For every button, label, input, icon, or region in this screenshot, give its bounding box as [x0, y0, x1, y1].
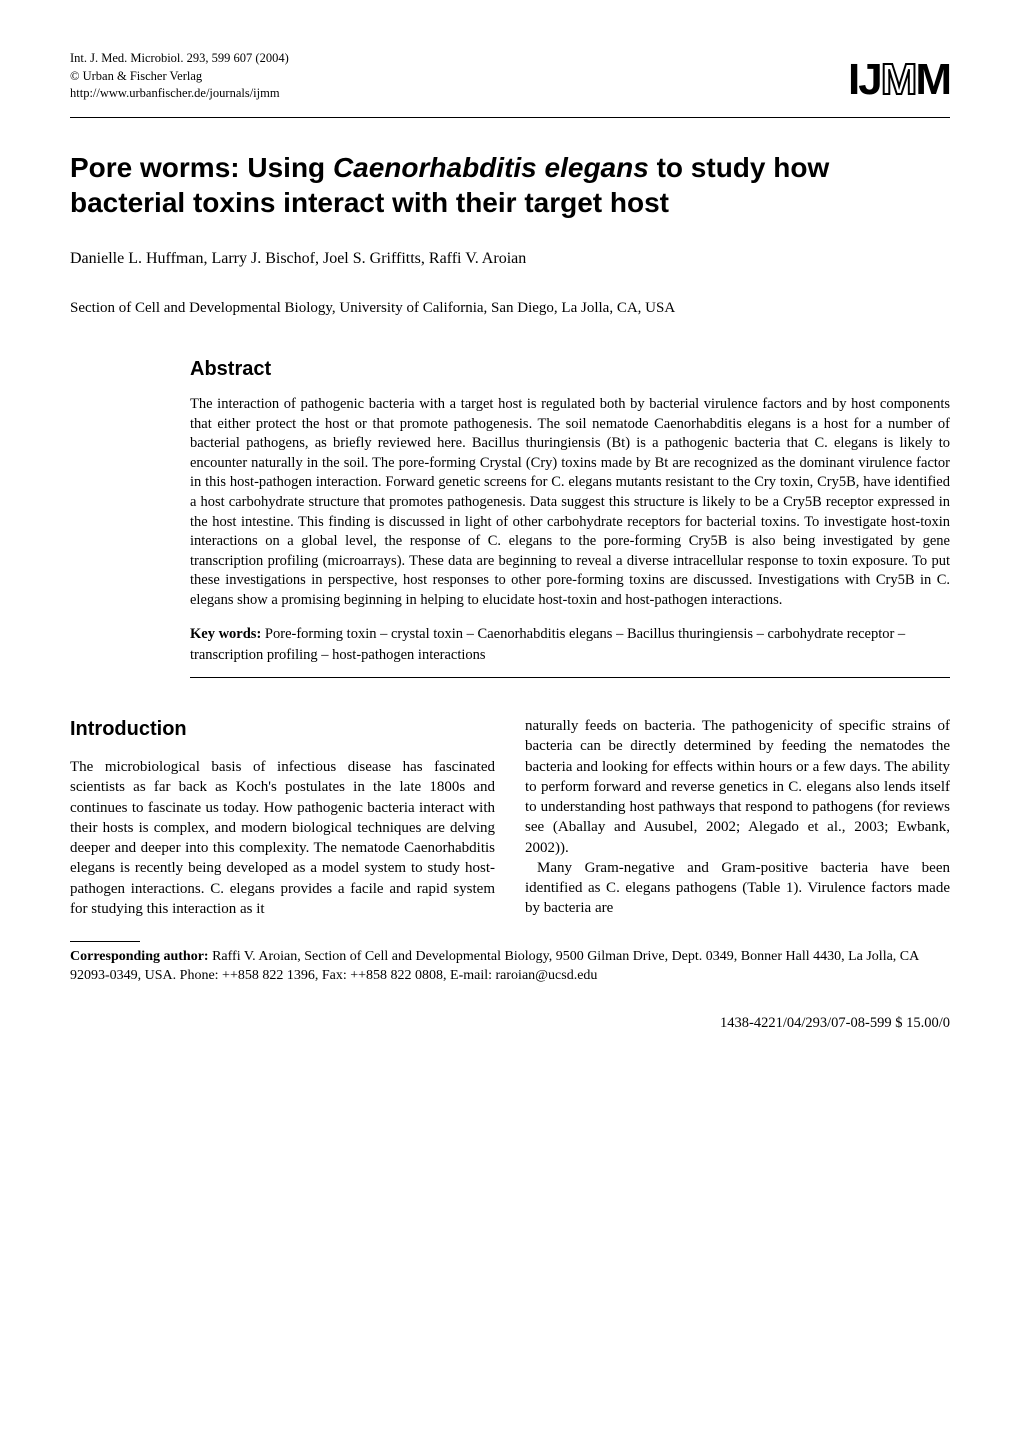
title-pre: Pore worms: Using [70, 152, 333, 183]
intro-right-para1: naturally feeds on bacteria. The pathoge… [525, 716, 950, 858]
intro-right-para2: Many Gram-negative and Gram-positive bac… [525, 858, 950, 919]
abstract-section: Abstract The interaction of pathogenic b… [190, 356, 950, 678]
journal-logo: IJMM [848, 50, 950, 109]
journal-url: http://www.urbanfischer.de/journals/ijmm [70, 85, 289, 103]
publisher: © Urban & Fischer Verlag [70, 68, 289, 86]
introduction-heading: Introduction [70, 716, 495, 743]
journal-info: Int. J. Med. Microbiol. 293, 599 607 (20… [70, 50, 289, 103]
keywords: Key words: Pore-forming toxin – crystal … [190, 624, 950, 678]
affiliation: Section of Cell and Developmental Biolog… [70, 298, 950, 318]
intro-left-para: The microbiological basis of infectious … [70, 757, 495, 919]
abstract-body: The interaction of pathogenic bacteria w… [190, 395, 950, 610]
footer-code: 1438-4221/04/293/07-08-599 $ 15.00/0 [70, 1014, 950, 1034]
authors-list: Danielle L. Huffman, Larry J. Bischof, J… [70, 248, 950, 270]
corresponding-label: Corresponding author: [70, 949, 209, 964]
header: Int. J. Med. Microbiol. 293, 599 607 (20… [70, 50, 950, 118]
title-species: Caenorhabditis elegans [333, 152, 649, 183]
right-column: naturally feeds on bacteria. The pathoge… [525, 716, 950, 919]
left-column: Introduction The microbiological basis o… [70, 716, 495, 919]
journal-citation: Int. J. Med. Microbiol. 293, 599 607 (20… [70, 50, 289, 68]
keywords-label: Key words: [190, 626, 261, 642]
keywords-text: Pore-forming toxin – crystal toxin – Cae… [190, 626, 905, 662]
introduction-section: Introduction The microbiological basis o… [70, 716, 950, 919]
footnote-rule [70, 941, 140, 942]
abstract-heading: Abstract [190, 356, 950, 383]
article-title: Pore worms: Using Caenorhabditis elegans… [70, 150, 950, 220]
corresponding-author: Corresponding author: Raffi V. Aroian, S… [70, 948, 950, 986]
